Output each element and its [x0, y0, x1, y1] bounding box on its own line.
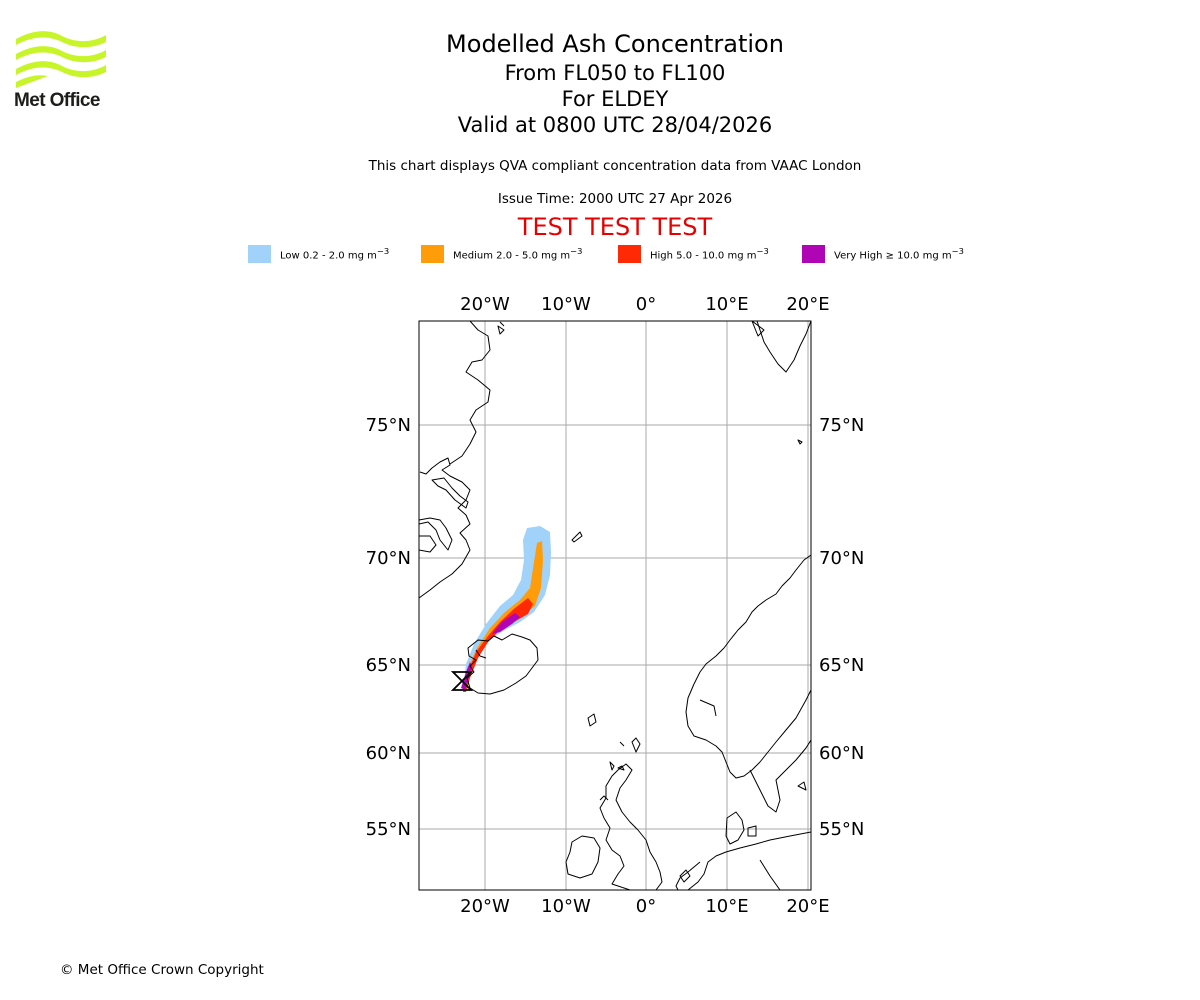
lon-tick-top-5: 20°E — [786, 294, 829, 315]
ash-plume — [461, 526, 551, 692]
copyright-text: © Met Office Crown Copyright — [60, 962, 264, 978]
coastline-denmark — [725, 811, 745, 845]
map-gridlines — [419, 321, 811, 890]
legend-swatch-low — [248, 245, 271, 263]
legend-swatch-high — [618, 245, 641, 263]
lon-tick-top-1: 20°W — [460, 294, 510, 315]
legend-item-high: High 5.0 - 10.0 mg m−3 — [618, 244, 769, 264]
met-office-wave-icon — [16, 31, 106, 88]
map-background — [419, 321, 811, 890]
legend-swatch-medium — [421, 245, 444, 263]
coastline-faroe — [587, 713, 597, 727]
legend-label-medium: Medium 2.0 - 5.0 mg m−3 — [453, 246, 583, 262]
coastline-greenland — [419, 457, 471, 599]
lat-tick-right-2: 70°N — [819, 548, 864, 569]
legend-label-high: High 5.0 - 10.0 mg m−3 — [650, 246, 769, 262]
legend-item-low: Low 0.2 - 2.0 mg m−3 — [248, 244, 389, 264]
met-office-logo: Met Office — [14, 30, 108, 112]
lat-tick-left-4: 60°N — [366, 743, 411, 764]
coastline-ireland — [565, 835, 601, 879]
ash-low-region — [463, 526, 551, 690]
ash-medium-region — [464, 541, 543, 690]
legend-label-very-high: Very High ≥ 10.0 mg m−3 — [834, 246, 964, 262]
main-title: Modelled Ash Concentration — [446, 30, 784, 58]
lon-tick-bottom-3: 0° — [636, 896, 656, 917]
legend-label-low: Low 0.2 - 2.0 mg m−3 — [280, 246, 390, 262]
test-banner: TEST TEST TEST — [517, 213, 713, 241]
lat-tick-left-2: 70°N — [366, 548, 411, 569]
lat-tick-left-1: 75°N — [366, 415, 411, 436]
coastline-great-britain — [599, 763, 663, 890]
coastline-svalbard — [756, 321, 811, 373]
map-frame — [418, 320, 812, 891]
lon-tick-top-2: 10°W — [541, 294, 591, 315]
lon-tick-top-4: 10°E — [705, 294, 748, 315]
lon-tick-top-3: 0° — [636, 294, 656, 315]
coastline-norway — [685, 554, 811, 779]
ash-high-region — [463, 598, 533, 692]
description-text: This chart displays QVA compliant concen… — [368, 158, 862, 174]
coastline-iceland — [466, 633, 539, 695]
issue-time-text: Issue Time: 2000 UTC 27 Apr 2026 — [497, 191, 733, 207]
lon-tick-bottom-5: 20°E — [786, 896, 829, 917]
legend-swatch-very-high — [802, 245, 825, 263]
coastlines — [419, 321, 811, 890]
chart-titles: Modelled Ash Concentration From FL050 to… — [315, 28, 915, 138]
legend: Low 0.2 - 2.0 mg m−3 Medium 2.0 - 5.0 mg… — [0, 244, 1200, 264]
legend-item-medium: Medium 2.0 - 5.0 mg m−3 — [421, 244, 582, 264]
lon-tick-bottom-4: 10°E — [705, 896, 748, 917]
legend-item-very-high: Very High ≥ 10.0 mg m−3 — [802, 244, 964, 264]
lat-tick-right-1: 75°N — [819, 415, 864, 436]
lat-tick-right-5: 55°N — [819, 819, 864, 840]
lat-tick-right-3: 65°N — [819, 655, 864, 676]
flight-level-title: From FL050 to FL100 — [504, 61, 726, 85]
logo-text: Met Office — [14, 90, 100, 111]
region-title: For ELDEY — [561, 87, 669, 111]
volcano-marker-icon — [450, 671, 474, 691]
lat-tick-right-4: 60°N — [819, 743, 864, 764]
lat-tick-left-3: 65°N — [366, 655, 411, 676]
lat-tick-left-5: 55°N — [366, 819, 411, 840]
ash-very-high-region — [461, 613, 520, 690]
lon-tick-bottom-1: 20°W — [460, 896, 510, 917]
valid-time-title: Valid at 0800 UTC 28/04/2026 — [457, 113, 773, 137]
lon-tick-bottom-2: 10°W — [541, 896, 591, 917]
